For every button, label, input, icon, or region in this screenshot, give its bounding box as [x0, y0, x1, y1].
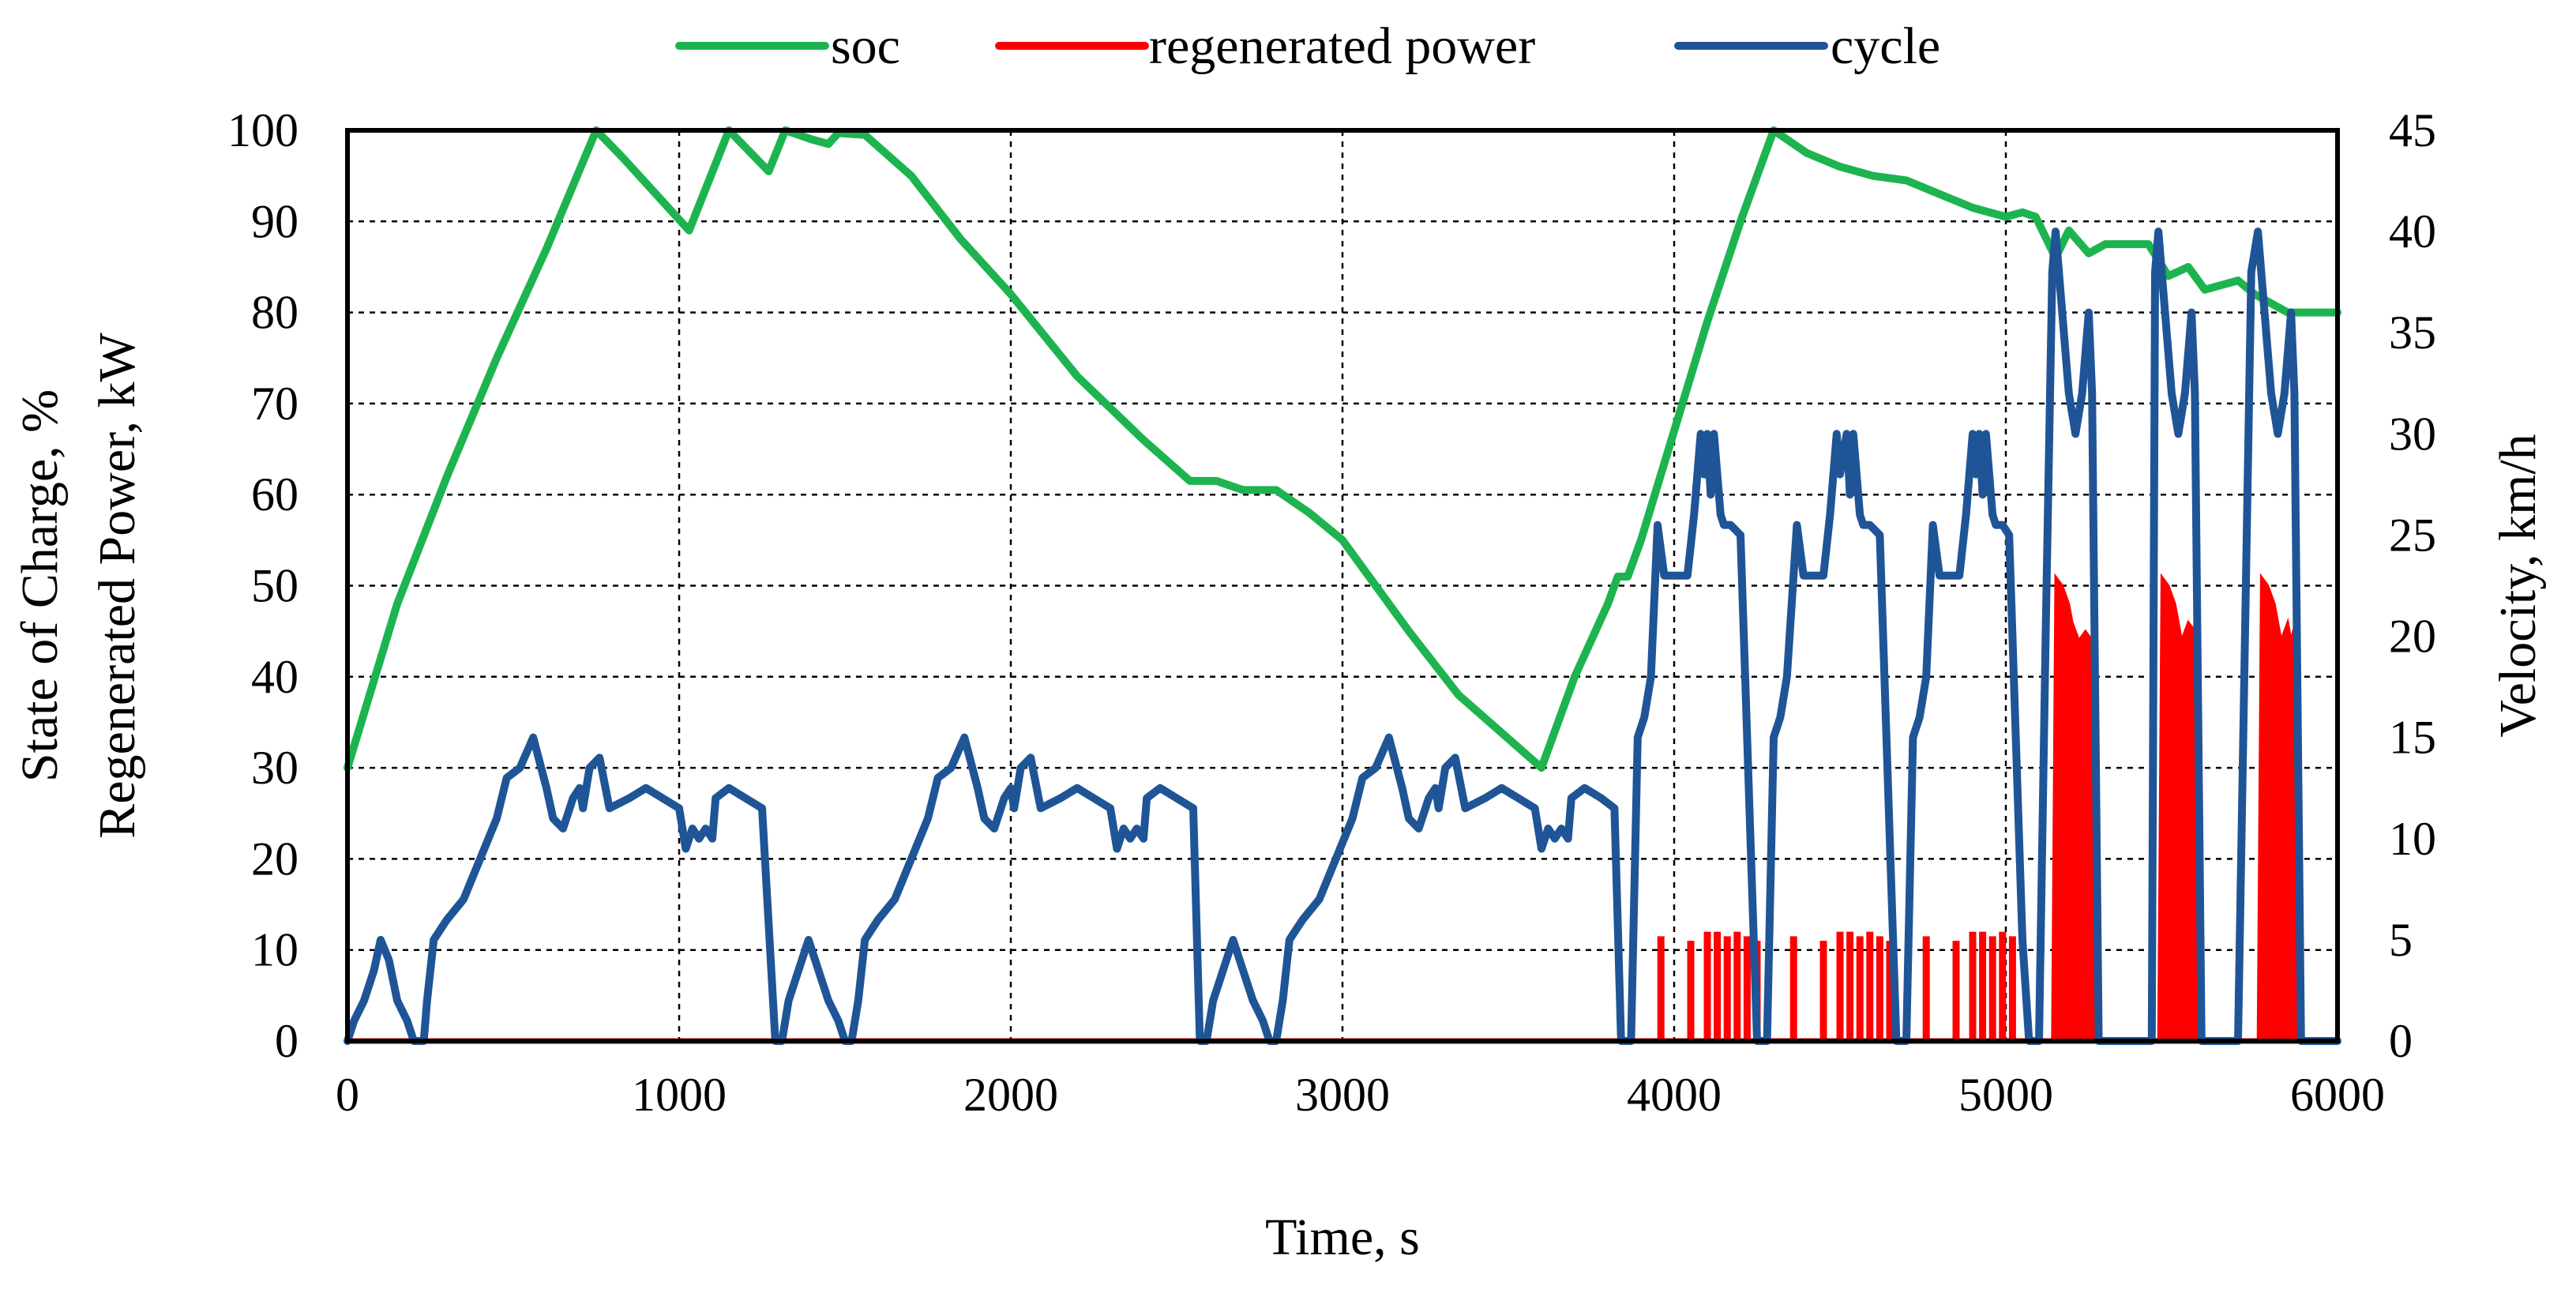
- right-y-tick-label: 0: [2389, 1015, 2413, 1067]
- x-axis-label: Time, s: [1265, 1208, 1420, 1266]
- left-y-tick-label: 70: [251, 378, 299, 430]
- left-y-tick-label: 0: [275, 1015, 299, 1067]
- series-regenerated-power-burst: [2157, 573, 2200, 1043]
- right-axis-label: Velocity, km/h: [2489, 434, 2547, 737]
- legend: soc regenerated power cycle: [675, 17, 1940, 75]
- right-y-tick-label: 35: [2389, 306, 2436, 359]
- right-y-tick-label: 40: [2389, 205, 2436, 257]
- legend-regenerated-power-label: regenerated power: [1149, 17, 1535, 75]
- right-y-tick-label: 5: [2389, 914, 2413, 966]
- left-y-tick-label: 100: [227, 104, 299, 156]
- left-y-tick-label: 50: [251, 560, 299, 612]
- x-tick-label: 5000: [1958, 1069, 2053, 1121]
- x-tick-label: 3000: [1295, 1069, 1390, 1121]
- left-y-tick-label: 90: [251, 195, 299, 247]
- right-y-tick-label: 10: [2389, 813, 2436, 865]
- left-y-tick-label: 10: [251, 924, 299, 976]
- left-y-tick-label: 30: [251, 742, 299, 794]
- left-y-tick-label: 80: [251, 287, 299, 339]
- series-cycle-line: [344, 227, 2341, 1045]
- left-y-tick-label: 40: [251, 651, 299, 703]
- legend-cycle-label: cycle: [1831, 17, 1940, 75]
- left-axis-label: State of Charge, % Regenerated Power, kW: [11, 332, 146, 838]
- right-y-tick-label: 25: [2389, 509, 2436, 561]
- x-tick-label: 0: [336, 1069, 359, 1121]
- x-tick-label: 1000: [632, 1069, 727, 1121]
- right-y-tick-label: 45: [2389, 104, 2436, 156]
- tick-labels: 0 1000 2000 3000 4000 5000 6000010203040506070…: [227, 104, 2436, 1121]
- left-axis-label-line-1: State of Charge, %: [11, 389, 69, 782]
- right-y-tick-label: 20: [2389, 611, 2436, 663]
- right-y-tick-label: 30: [2389, 408, 2436, 460]
- left-y-tick-label: 60: [251, 468, 299, 521]
- x-tick-label: 6000: [2290, 1069, 2385, 1121]
- right-y-tick-label: 15: [2389, 712, 2436, 764]
- x-tick-label: 2000: [963, 1069, 1058, 1121]
- left-axis-label-line-2: Regenerated Power, kW: [88, 332, 146, 838]
- left-y-tick-label: 20: [251, 833, 299, 885]
- legend-soc-label: soc: [831, 17, 900, 75]
- x-tick-label: 4000: [1627, 1069, 1722, 1121]
- plot-area-frame: [345, 128, 2340, 1043]
